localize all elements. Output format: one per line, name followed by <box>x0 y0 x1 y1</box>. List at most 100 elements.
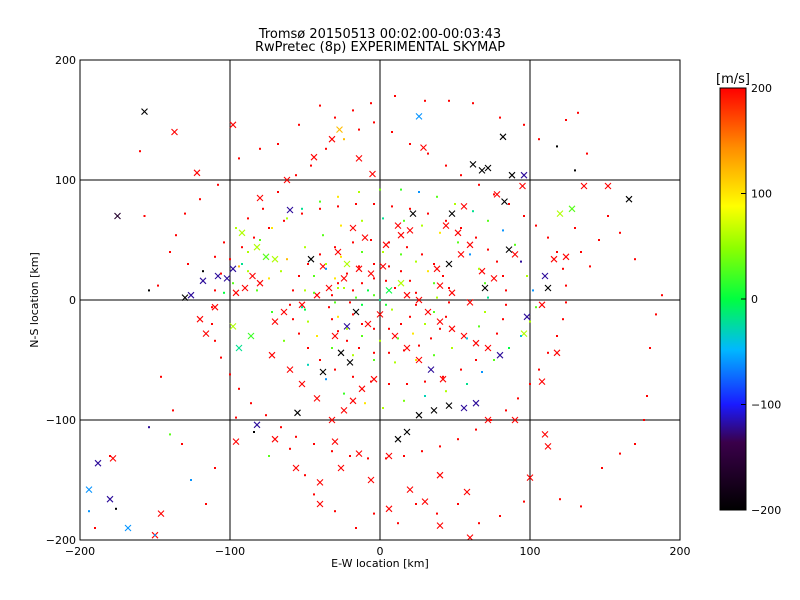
data-point-dot <box>310 164 312 167</box>
data-point-dot <box>454 203 456 205</box>
data-point-cross <box>409 210 417 217</box>
data-point-dot <box>589 265 591 268</box>
data-point-cross <box>298 380 306 388</box>
data-point-dot <box>397 337 399 340</box>
data-point-dot <box>268 455 270 457</box>
data-point-dot <box>409 207 411 210</box>
data-point-cross <box>249 272 256 280</box>
data-point-dot <box>160 375 162 378</box>
data-point-cross <box>114 212 121 220</box>
data-point-dot <box>355 527 357 529</box>
data-point-cross <box>421 498 429 505</box>
y-tick-label: 100 <box>55 174 76 187</box>
data-point-dot <box>361 335 363 337</box>
data-point-dot <box>277 143 279 145</box>
data-point-dot <box>409 143 411 145</box>
data-point-cross <box>523 313 531 321</box>
data-point-dot <box>535 224 537 227</box>
data-point-dot <box>394 287 396 289</box>
data-point-dot <box>619 452 621 455</box>
axis-ticks: −200 −100 0 100 200 −200 −100 0 100 200 <box>46 54 691 558</box>
data-point-dot <box>655 313 657 316</box>
data-point-cross <box>232 438 240 445</box>
data-point-cross <box>355 265 363 273</box>
data-point-cross <box>511 251 519 258</box>
data-point-dot <box>157 284 159 287</box>
data-point-cross <box>526 474 534 481</box>
data-point-dot <box>508 203 510 205</box>
data-point-dot <box>235 416 237 419</box>
data-point-dot <box>421 224 423 227</box>
data-point-dot <box>436 296 438 299</box>
data-point-dot <box>472 210 474 213</box>
data-point-cross <box>171 128 178 136</box>
data-point-dot <box>247 217 249 220</box>
data-point-dot <box>238 157 240 160</box>
data-point-dot <box>403 399 405 402</box>
data-point-dot <box>493 359 495 361</box>
data-point-dot <box>535 306 537 309</box>
y-axis-label: N-S location [km] <box>28 252 41 348</box>
data-point-dot <box>361 282 363 285</box>
data-point-dot <box>259 239 261 241</box>
data-point-dot <box>289 303 291 306</box>
data-point-cross <box>385 287 393 294</box>
data-point-cross <box>505 246 513 253</box>
data-point-dot <box>424 380 426 383</box>
data-point-cross <box>406 486 414 493</box>
data-point-dot <box>307 320 309 323</box>
data-point-dot <box>523 500 525 503</box>
data-point-cross <box>448 210 456 217</box>
data-point-dot <box>331 294 333 297</box>
data-point-dot <box>601 467 603 469</box>
data-point-cross <box>336 126 343 133</box>
data-point-cross <box>436 522 444 529</box>
colorbar-ticks: −200 −100 0 100 200 <box>741 82 781 517</box>
data-point-dot <box>298 123 300 126</box>
data-point-cross <box>544 443 552 450</box>
data-point-dot <box>427 270 429 273</box>
data-point-dot <box>475 428 477 431</box>
data-point-cross <box>85 486 93 493</box>
data-point-cross <box>331 332 339 340</box>
data-point-dot <box>220 356 222 359</box>
data-point-cross <box>268 351 276 359</box>
data-point-dot <box>301 306 303 309</box>
data-point-dot <box>292 318 294 321</box>
data-point-dot <box>445 315 447 318</box>
y-tick-label: −200 <box>46 534 76 547</box>
x-tick-label: 0 <box>377 545 384 558</box>
data-point-cross <box>262 253 270 261</box>
data-point-dot <box>565 301 567 304</box>
data-point-dot <box>529 320 531 323</box>
data-point-dot <box>169 251 171 253</box>
data-point-cross <box>364 320 372 328</box>
data-point-dot <box>277 191 279 193</box>
data-point-dot <box>253 431 255 433</box>
data-point-dot <box>211 306 213 309</box>
data-point-cross <box>271 255 279 263</box>
data-point-cross <box>358 385 366 393</box>
data-point-dot <box>361 219 363 222</box>
data-point-dot <box>304 474 306 477</box>
data-point-dot <box>661 294 663 297</box>
data-point-dot <box>298 275 300 277</box>
data-point-dot <box>202 270 204 273</box>
data-point-dot <box>415 503 417 505</box>
data-point-dot <box>355 203 357 205</box>
data-point-dot <box>256 289 258 292</box>
data-point-dot <box>334 510 336 513</box>
data-point-dot <box>439 445 441 448</box>
data-point-dot <box>280 270 282 273</box>
colorbar-tick-label: 100 <box>751 188 772 201</box>
data-point-dot <box>421 450 423 453</box>
data-point-dot <box>331 450 333 453</box>
data-point-dot <box>424 395 426 397</box>
data-point-dot <box>547 236 549 239</box>
data-point-cross <box>223 275 231 282</box>
data-point-dot <box>325 378 327 381</box>
data-point-dot <box>289 447 291 450</box>
colorbar-tick-label: 0 <box>751 293 758 306</box>
data-point-dot <box>280 426 282 429</box>
